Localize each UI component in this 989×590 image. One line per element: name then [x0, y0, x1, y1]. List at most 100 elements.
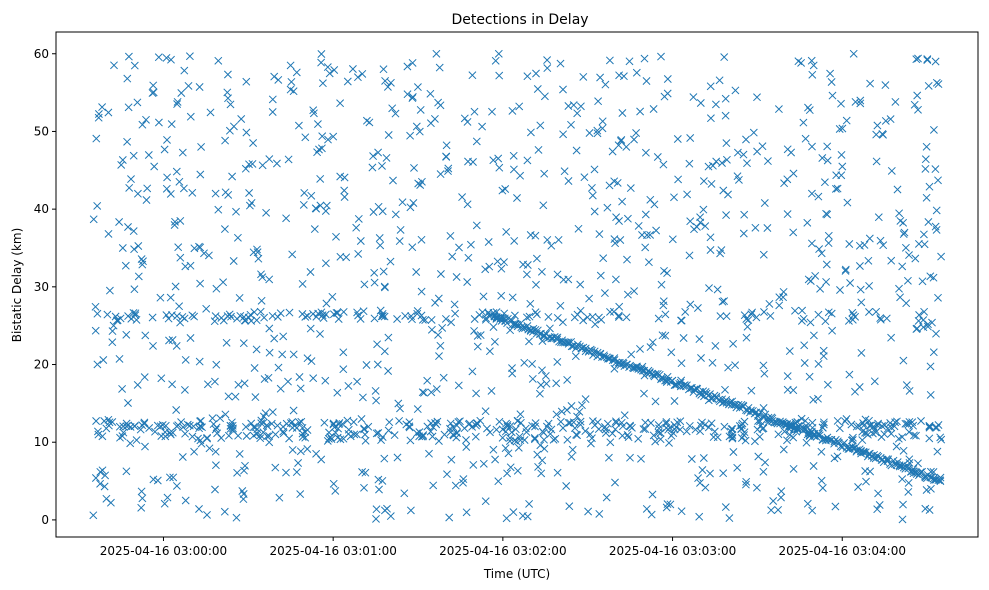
detection-point [184, 81, 193, 90]
detection-point [594, 313, 603, 322]
detection-point [837, 99, 845, 108]
detection-point [150, 162, 159, 171]
detection-point [824, 231, 833, 240]
detection-point [640, 54, 649, 63]
detection-point [690, 385, 699, 394]
detection-point [428, 432, 437, 441]
detection-point [731, 361, 740, 370]
detection-point [623, 290, 632, 299]
detection-point [685, 159, 694, 168]
x-tick-label: 2025-04-16 03:01:00 [269, 544, 396, 558]
detection-point [382, 153, 391, 162]
detection-point [728, 425, 737, 433]
detection-point [220, 507, 229, 516]
detection-point [485, 262, 494, 271]
detection-point [196, 436, 205, 445]
detection-point [386, 512, 395, 521]
detection-point [536, 381, 545, 389]
detection-point [729, 448, 738, 456]
detection-point [348, 65, 357, 73]
detection-point [576, 420, 585, 429]
detection-point [696, 478, 704, 487]
detection-point [327, 435, 336, 444]
detection-point [108, 418, 117, 426]
detection-point [370, 268, 379, 277]
detection-point [124, 223, 132, 231]
detection-point [104, 108, 113, 117]
detection-point [777, 493, 785, 502]
detection-point [740, 210, 749, 219]
detection-point [173, 97, 182, 106]
detection-point [570, 424, 579, 433]
detection-point [803, 499, 812, 508]
detection-point [484, 238, 493, 246]
detection-point [896, 216, 905, 225]
detection-point [683, 190, 692, 199]
detection-point [224, 94, 232, 103]
detection-point [172, 341, 181, 350]
detection-point [142, 115, 150, 124]
detection-point [877, 433, 886, 441]
detection-point [708, 358, 717, 367]
detection-point [875, 501, 884, 509]
detection-point [914, 54, 922, 63]
detection-point [706, 246, 715, 254]
detection-point [559, 424, 567, 432]
detection-point [537, 267, 546, 276]
detection-point [891, 97, 900, 106]
detection-point [605, 56, 614, 65]
detection-point [482, 314, 490, 323]
detection-point [316, 174, 325, 183]
detection-point [899, 356, 908, 365]
detection-point [892, 417, 901, 426]
detection-point [153, 476, 162, 485]
detection-point [298, 423, 307, 432]
y-tick-label: 40 [34, 202, 49, 216]
detection-point [691, 425, 700, 434]
detection-point [627, 350, 636, 359]
detection-point [166, 189, 175, 198]
detection-point [203, 434, 211, 443]
detection-point [388, 104, 397, 113]
detection-point [532, 69, 540, 78]
detection-point [89, 215, 98, 224]
detection-point [121, 261, 130, 270]
detection-point [166, 428, 174, 437]
detection-point [497, 291, 506, 300]
detection-point [429, 481, 438, 490]
detection-point [301, 433, 310, 442]
detection-point [375, 234, 384, 242]
detection-point [682, 427, 691, 436]
detection-point [932, 423, 941, 432]
detection-point [572, 146, 581, 155]
detection-point [755, 432, 764, 441]
detection-point [378, 207, 387, 216]
detection-point [833, 184, 842, 193]
detection-point [309, 374, 318, 383]
detection-point [657, 373, 666, 382]
detection-point [538, 456, 547, 465]
detection-point [611, 417, 620, 426]
detection-point [556, 59, 565, 68]
detection-point [822, 209, 831, 218]
detection-point [442, 141, 451, 150]
detection-point [620, 411, 629, 420]
detection-point [823, 142, 832, 151]
detection-point [374, 429, 383, 437]
detection-point [806, 318, 815, 327]
detection-point [565, 502, 574, 511]
detection-point [780, 427, 789, 436]
detection-point [711, 341, 720, 350]
detection-point [417, 235, 426, 244]
detection-point [286, 61, 295, 70]
detection-point [408, 92, 417, 101]
detection-point [495, 417, 504, 426]
detection-point [405, 423, 414, 432]
detection-point [492, 308, 501, 317]
detection-point [936, 433, 945, 442]
detection-point [410, 163, 418, 172]
chart-title: Detections in Delay [451, 12, 588, 28]
detection-point [195, 505, 203, 513]
detection-point [166, 293, 175, 302]
detection-point [929, 348, 938, 357]
